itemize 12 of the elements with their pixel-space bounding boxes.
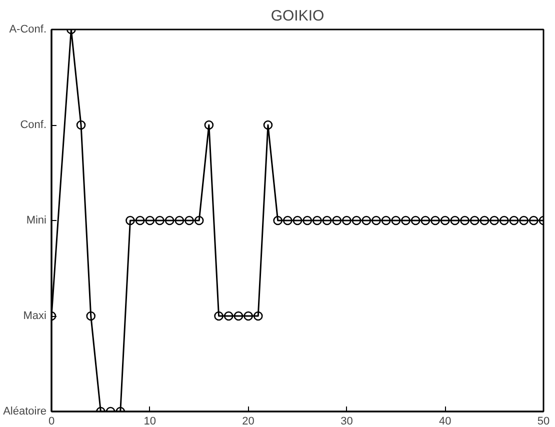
x-tick-label: 50 [537, 416, 550, 427]
x-tick-label: 20 [242, 416, 254, 427]
text: A-Conf. [9, 24, 47, 36]
text: Mini [26, 214, 47, 226]
x-tick-label: 10 [144, 416, 156, 427]
text: Maxi [23, 310, 47, 322]
x-tick-label: 40 [438, 416, 452, 427]
chart-title: GOIKIO [270, 8, 324, 24]
text: Aléatoire [3, 406, 47, 418]
x-tick-label: 0 [48, 416, 55, 427]
text: Conf. [20, 119, 47, 131]
x-tick-label: 30 [340, 416, 353, 427]
